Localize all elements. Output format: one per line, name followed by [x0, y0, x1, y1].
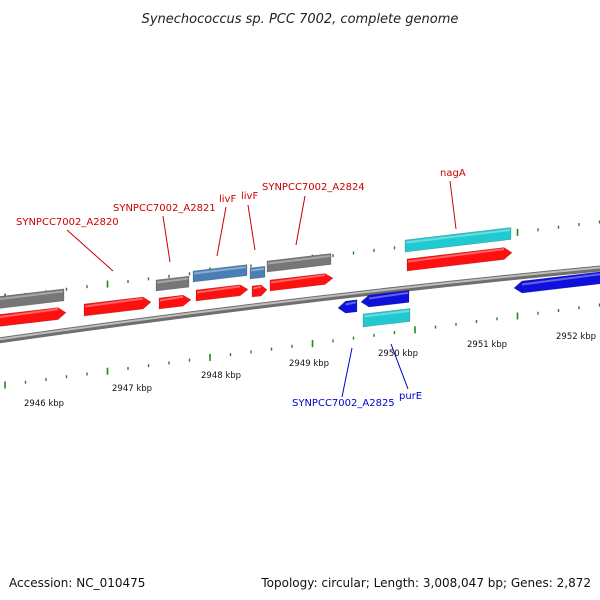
- feature-highlight: [252, 285, 262, 290]
- map-title: Synechococcus sp. PCC 7002, complete gen…: [142, 12, 459, 27]
- gene-label: nagA: [440, 168, 466, 179]
- label-leader-line: [295, 195, 306, 246]
- gene-label: livF: [241, 191, 258, 202]
- gene-feature: [83, 296, 152, 317]
- gene-feature: [266, 253, 332, 273]
- gene-feature: [195, 284, 249, 302]
- gene-label: SYNPCC7002_A2821: [113, 203, 216, 214]
- gene-label: SYNPCC7002_A2825: [292, 398, 395, 409]
- feature-highlight: [159, 295, 184, 302]
- gene-feature: [404, 227, 512, 253]
- label-leader-line: [341, 347, 353, 398]
- feature-highlight: [0, 290, 64, 301]
- feature-highlight: [156, 277, 189, 284]
- feature-track: [0, 227, 600, 328]
- gene-feature: [0, 307, 67, 327]
- gene-feature: [337, 299, 358, 314]
- kbp-label: 2947 kbp: [112, 384, 152, 394]
- genome-backbone: [0, 265, 600, 344]
- gene-label: livF: [219, 194, 236, 205]
- gene-feature: [360, 289, 410, 308]
- gene-feature: [158, 294, 192, 310]
- feature-highlight: [267, 254, 331, 265]
- feature-highlight: [270, 274, 326, 284]
- feature-highlight: [521, 273, 600, 286]
- gene-feature: [251, 284, 268, 298]
- gene-feature: [513, 271, 600, 294]
- gene-feature: [406, 247, 513, 272]
- kbp-label: 2951 kbp: [467, 340, 507, 350]
- gene-feature: [269, 273, 334, 292]
- gene-label: SYNPCC7002_A2820: [16, 217, 119, 228]
- kbp-label: 2946 kbp: [24, 399, 64, 409]
- kbp-label: 2949 kbp: [289, 359, 329, 369]
- kbp-labels: 2946 kbp 2947 kbp 2948 kbp 2949 kbp 2950 kbp…: [24, 332, 596, 409]
- label-leader-line: [66, 229, 114, 272]
- feature-highlight: [0, 308, 59, 318]
- feature-highlight: [407, 248, 505, 263]
- gene-label: purE: [399, 391, 422, 402]
- kbp-label: 2952 kbp: [556, 332, 596, 342]
- feature-highlight: [84, 297, 144, 308]
- feature-highlight: [405, 228, 511, 244]
- gene-feature: [192, 264, 248, 283]
- gene-feature: [249, 265, 266, 280]
- gene-label: SYNPCC7002_A2824: [262, 182, 365, 193]
- label-leader-line: [390, 343, 409, 390]
- label-leader-line: [247, 204, 256, 251]
- feature-highlight: [363, 309, 410, 318]
- feature-highlight: [345, 301, 357, 306]
- label-leader-line: [449, 180, 457, 230]
- inner-tick-track: [4, 303, 600, 389]
- kbp-label: 2948 kbp: [201, 371, 241, 381]
- label-leaders: [66, 180, 457, 398]
- genome-summary-text: Topology: circular; Length: 3,008,047 bp…: [260, 576, 591, 590]
- accession-text: Accession: NC_010475: [9, 576, 145, 590]
- feature-highlight: [250, 267, 265, 272]
- kbp-label: 2950 kbp: [378, 349, 418, 359]
- feature-highlight: [193, 266, 247, 275]
- feature-highlight: [368, 291, 409, 300]
- gene-feature: [0, 288, 65, 309]
- gene-feature: [362, 308, 411, 328]
- gene-feature: [155, 275, 190, 292]
- label-leader-line: [216, 206, 227, 257]
- label-leader-line: [162, 215, 171, 263]
- feature-highlight: [196, 285, 241, 294]
